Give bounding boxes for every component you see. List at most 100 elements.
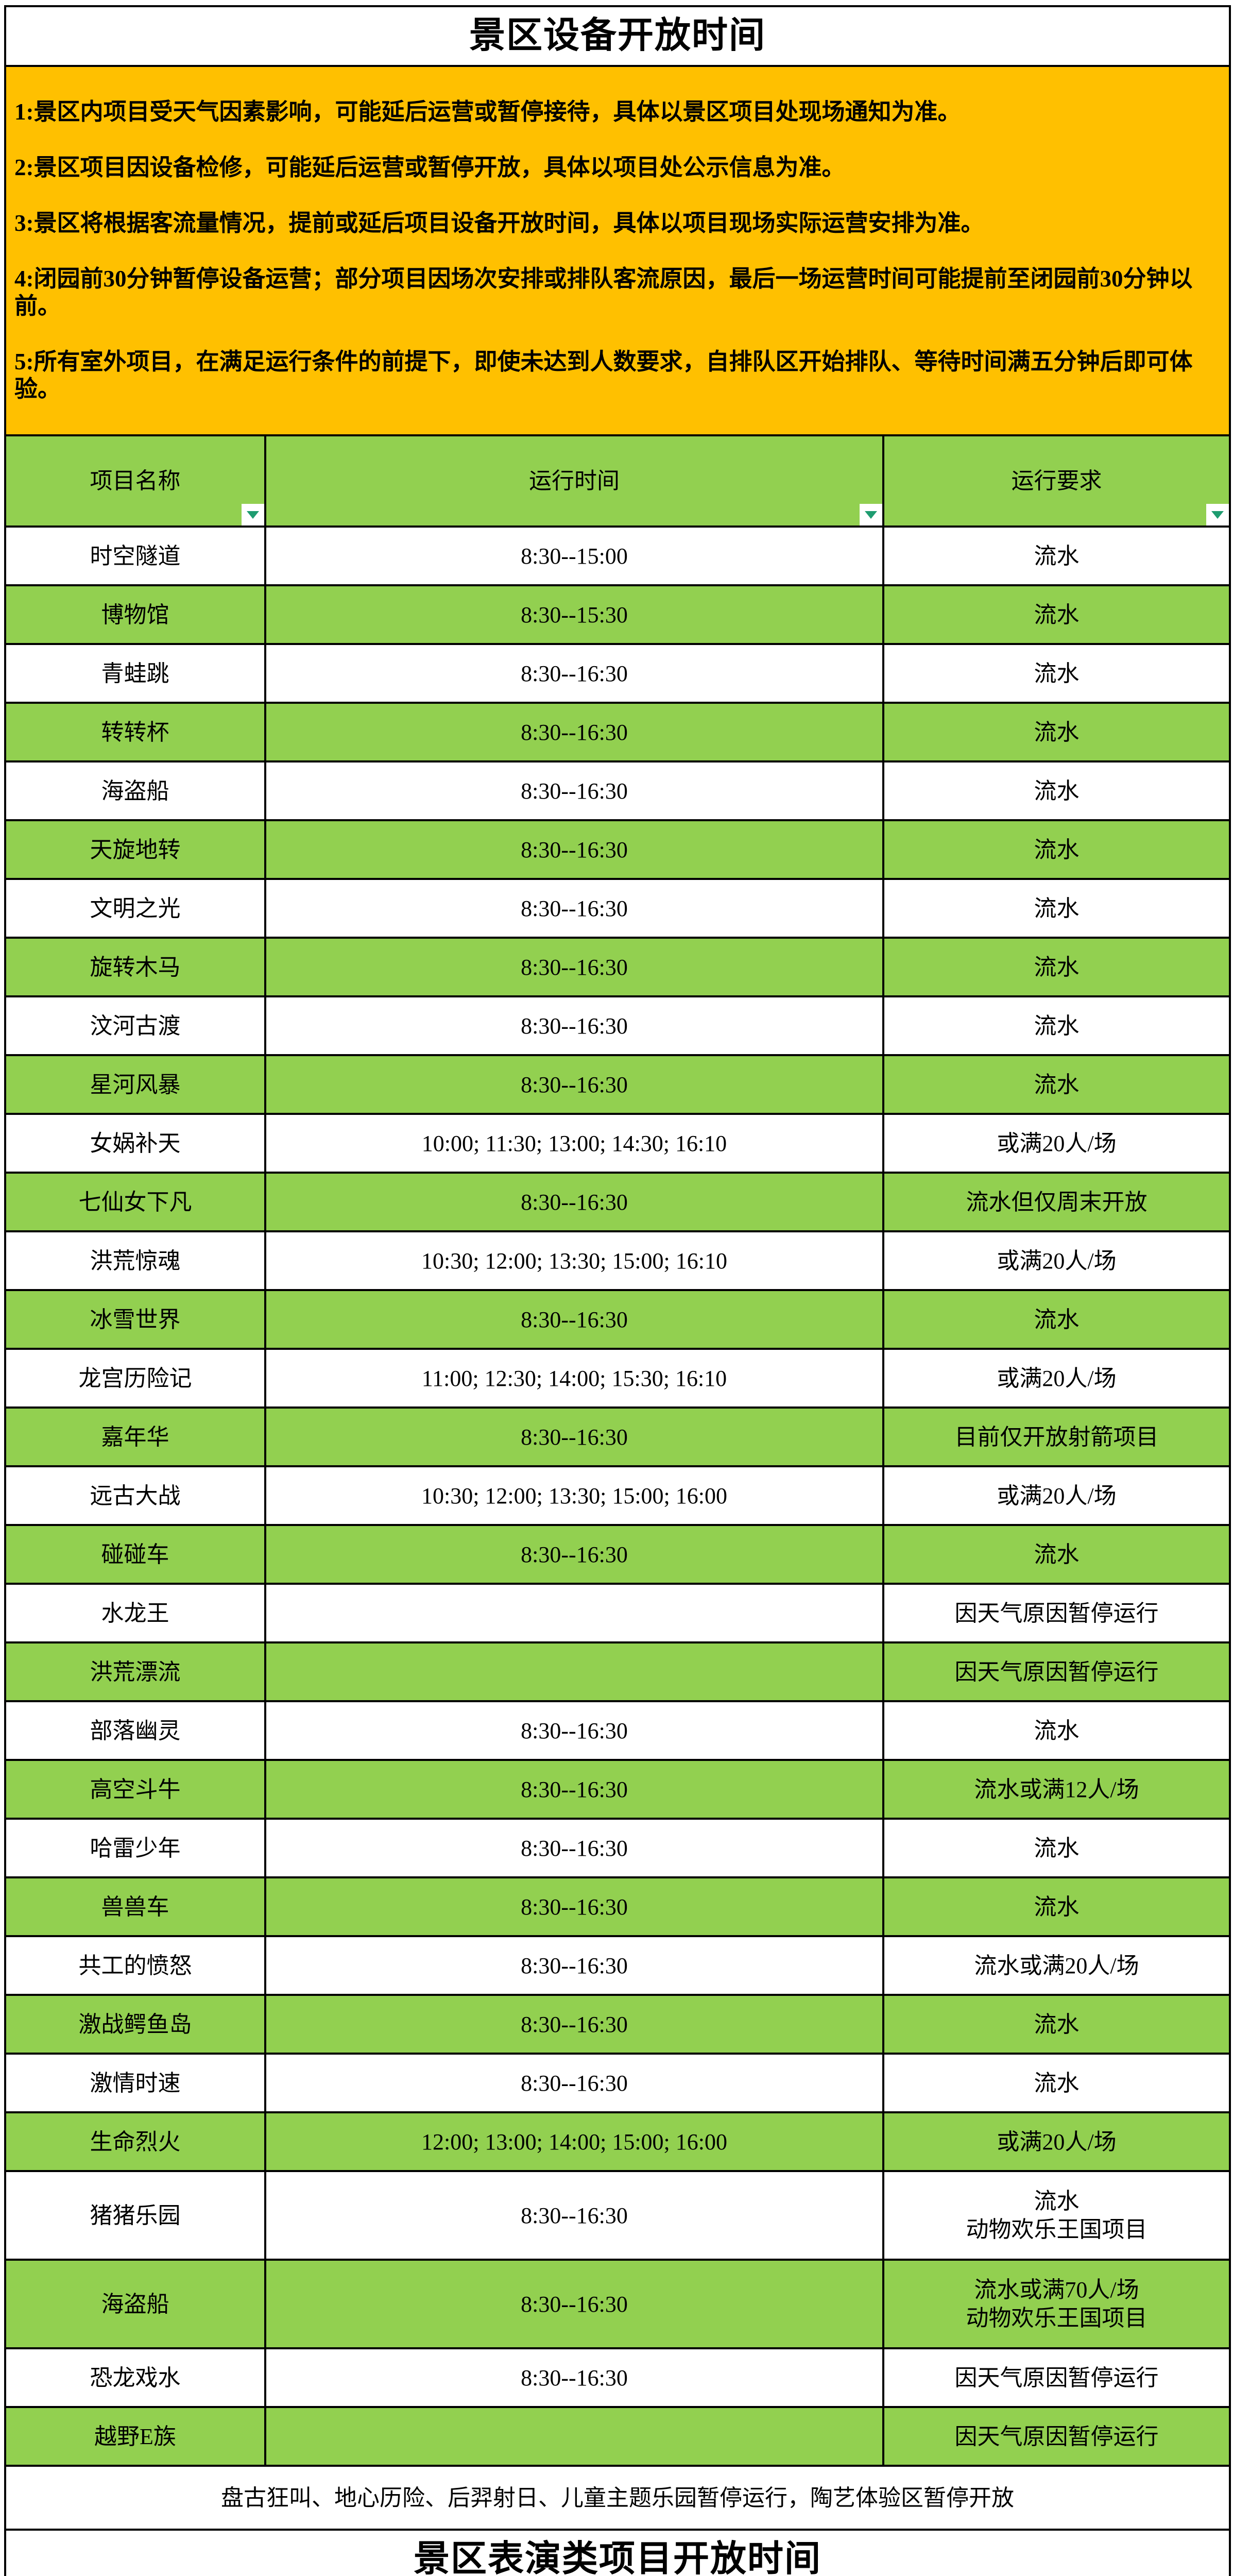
project-name-cell[interactable]: 龙宫历险记 bbox=[4, 1348, 266, 1409]
time-cell[interactable]: 8:30--16:30 bbox=[264, 2259, 884, 2349]
project-name-cell[interactable]: 海盗船 bbox=[4, 2259, 266, 2349]
requirement-cell[interactable]: 流水 bbox=[882, 760, 1231, 821]
requirement-cell[interactable]: 流水 bbox=[882, 1054, 1231, 1115]
requirement-cell[interactable]: 或满20人/场 bbox=[882, 1465, 1231, 1526]
requirement-cell[interactable]: 流水 bbox=[882, 995, 1231, 1056]
project-name-cell[interactable]: 洪荒漂流 bbox=[4, 1641, 266, 1702]
requirement-cell[interactable]: 流水或满12人/场 bbox=[882, 1759, 1231, 1820]
project-name-cell[interactable]: 越野E族 bbox=[4, 2406, 266, 2467]
time-cell[interactable]: 8:30--16:30 bbox=[264, 1876, 884, 1937]
requirement-cell[interactable]: 因天气原因暂停运行 bbox=[882, 1641, 1231, 1702]
requirement-cell[interactable]: 流水或满70人/场 动物欢乐王国项目 bbox=[882, 2259, 1231, 2349]
time-cell[interactable]: 8:30--16:30 bbox=[264, 1524, 884, 1585]
project-name-cell[interactable]: 青蛙跳 bbox=[4, 643, 266, 704]
time-cell[interactable]: 8:30--16:30 bbox=[264, 1935, 884, 1996]
requirement-cell[interactable]: 流水 bbox=[882, 1994, 1231, 2055]
project-name-cell[interactable]: 洪荒惊魂 bbox=[4, 1230, 266, 1291]
project-name-cell[interactable]: 水龙王 bbox=[4, 1583, 266, 1643]
project-name-cell[interactable]: 猪猪乐园 bbox=[4, 2170, 266, 2261]
requirement-cell[interactable]: 流水 bbox=[882, 1289, 1231, 1350]
time-cell[interactable] bbox=[264, 1641, 884, 1702]
time-cell[interactable]: 8:30--16:30 bbox=[264, 1818, 884, 1878]
requirement-cell[interactable]: 流水 bbox=[882, 878, 1231, 939]
requirement-cell[interactable]: 或满20人/场 bbox=[882, 1230, 1231, 1291]
time-cell[interactable]: 8:30--16:30 bbox=[264, 2170, 884, 2261]
requirement-cell[interactable]: 流水但仅周末开放 bbox=[882, 1172, 1231, 1232]
time-cell[interactable]: 8:30--16:30 bbox=[264, 1406, 884, 1467]
filter-button-run-time[interactable] bbox=[860, 504, 881, 524]
project-name-cell[interactable]: 生命烈火 bbox=[4, 2111, 266, 2172]
requirement-cell[interactable]: 目前仅开放射箭项目 bbox=[882, 1406, 1231, 1467]
project-name-cell[interactable]: 转转杯 bbox=[4, 702, 266, 762]
project-name-cell[interactable]: 远古大战 bbox=[4, 1465, 266, 1526]
time-cell[interactable]: 8:30--16:30 bbox=[264, 819, 884, 880]
requirement-cell[interactable]: 因天气原因暂停运行 bbox=[882, 2406, 1231, 2467]
project-name-cell[interactable]: 旋转木马 bbox=[4, 937, 266, 997]
project-name-cell[interactable]: 激情时速 bbox=[4, 2053, 266, 2113]
time-cell[interactable]: 8:30--16:30 bbox=[264, 995, 884, 1056]
time-cell[interactable]: 8:30--16:30 bbox=[264, 937, 884, 997]
time-cell[interactable]: 10:30; 12:00; 13:30; 15:00; 16:10 bbox=[264, 1230, 884, 1291]
time-cell[interactable]: 8:30--16:30 bbox=[264, 1054, 884, 1115]
requirement-cell[interactable]: 流水 bbox=[882, 819, 1231, 880]
project-name-cell[interactable]: 天旋地转 bbox=[4, 819, 266, 880]
time-cell[interactable]: 10:00; 11:30; 13:00; 14:30; 16:10 bbox=[264, 1113, 884, 1174]
requirement-cell[interactable]: 流水或满20人/场 bbox=[882, 1935, 1231, 1996]
time-cell[interactable]: 12:00; 13:00; 14:00; 15:00; 16:00 bbox=[264, 2111, 884, 2172]
time-cell[interactable]: 8:30--16:30 bbox=[264, 702, 884, 762]
time-cell[interactable]: 11:00; 12:30; 14:00; 15:30; 16:10 bbox=[264, 1348, 884, 1409]
time-cell[interactable]: 8:30--16:30 bbox=[264, 1172, 884, 1232]
project-name-cell[interactable]: 星河风暴 bbox=[4, 1054, 266, 1115]
project-name-cell[interactable]: 部落幽灵 bbox=[4, 1700, 266, 1761]
time-cell[interactable]: 8:30--16:30 bbox=[264, 760, 884, 821]
project-name-cell[interactable]: 文明之光 bbox=[4, 878, 266, 939]
requirement-cell[interactable]: 流水 bbox=[882, 584, 1231, 645]
requirement-cell[interactable]: 流水 bbox=[882, 2053, 1231, 2113]
time-cell[interactable]: 8:30--16:30 bbox=[264, 1289, 884, 1350]
time-cell[interactable]: 8:30--16:30 bbox=[264, 1994, 884, 2055]
project-name-cell[interactable]: 碰碰车 bbox=[4, 1524, 266, 1585]
requirement-cell[interactable]: 流水 动物欢乐王国项目 bbox=[882, 2170, 1231, 2261]
project-name-cell[interactable]: 博物馆 bbox=[4, 584, 266, 645]
project-name-cell[interactable]: 恐龙戏水 bbox=[4, 2347, 266, 2408]
requirement-cell[interactable]: 流水 bbox=[882, 1876, 1231, 1937]
time-cell[interactable]: 10:30; 12:00; 13:30; 15:00; 16:00 bbox=[264, 1465, 884, 1526]
requirement-cell[interactable]: 流水 bbox=[882, 643, 1231, 704]
project-name-cell[interactable]: 嘉年华 bbox=[4, 1406, 266, 1467]
requirement-cell[interactable]: 或满20人/场 bbox=[882, 1113, 1231, 1174]
filter-button-run-requirement[interactable] bbox=[1206, 504, 1228, 524]
project-name-cell[interactable]: 时空隧道 bbox=[4, 526, 266, 586]
requirement-cell[interactable]: 或满20人/场 bbox=[882, 1348, 1231, 1409]
time-cell[interactable]: 8:30--15:00 bbox=[264, 526, 884, 586]
time-cell[interactable] bbox=[264, 1583, 884, 1643]
requirement-cell[interactable]: 流水 bbox=[882, 1524, 1231, 1585]
requirement-cell[interactable]: 流水 bbox=[882, 1818, 1231, 1878]
project-name-cell[interactable]: 女娲补天 bbox=[4, 1113, 266, 1174]
project-name-cell[interactable]: 兽兽车 bbox=[4, 1876, 266, 1937]
time-cell[interactable]: 8:30--16:30 bbox=[264, 2347, 884, 2408]
project-name-cell[interactable]: 激战鳄鱼岛 bbox=[4, 1994, 266, 2055]
time-cell[interactable]: 8:30--15:30 bbox=[264, 584, 884, 645]
time-cell[interactable]: 8:30--16:30 bbox=[264, 643, 884, 704]
requirement-cell[interactable]: 因天气原因暂停运行 bbox=[882, 2347, 1231, 2408]
requirement-cell[interactable]: 或满20人/场 bbox=[882, 2111, 1231, 2172]
filter-button-project-name[interactable] bbox=[242, 504, 263, 524]
header-cell-run-requirement[interactable]: 运行要求 bbox=[882, 434, 1231, 528]
project-name-cell[interactable]: 汶河古渡 bbox=[4, 995, 266, 1056]
project-name-cell[interactable]: 哈雷少年 bbox=[4, 1818, 266, 1878]
requirement-cell[interactable]: 流水 bbox=[882, 937, 1231, 997]
requirement-cell[interactable]: 因天气原因暂停运行 bbox=[882, 1583, 1231, 1643]
project-name-cell[interactable]: 海盗船 bbox=[4, 760, 266, 821]
project-name-cell[interactable]: 冰雪世界 bbox=[4, 1289, 266, 1350]
requirement-cell[interactable]: 流水 bbox=[882, 1700, 1231, 1761]
header-cell-project-name[interactable]: 项目名称 bbox=[4, 434, 266, 528]
time-cell[interactable]: 8:30--16:30 bbox=[264, 1759, 884, 1820]
project-name-cell[interactable]: 高空斗牛 bbox=[4, 1759, 266, 1820]
project-name-cell[interactable]: 共工的愤怒 bbox=[4, 1935, 266, 1996]
time-cell[interactable]: 8:30--16:30 bbox=[264, 2053, 884, 2113]
requirement-cell[interactable]: 流水 bbox=[882, 702, 1231, 762]
time-cell[interactable] bbox=[264, 2406, 884, 2467]
time-cell[interactable]: 8:30--16:30 bbox=[264, 878, 884, 939]
project-name-cell[interactable]: 七仙女下凡 bbox=[4, 1172, 266, 1232]
time-cell[interactable]: 8:30--16:30 bbox=[264, 1700, 884, 1761]
